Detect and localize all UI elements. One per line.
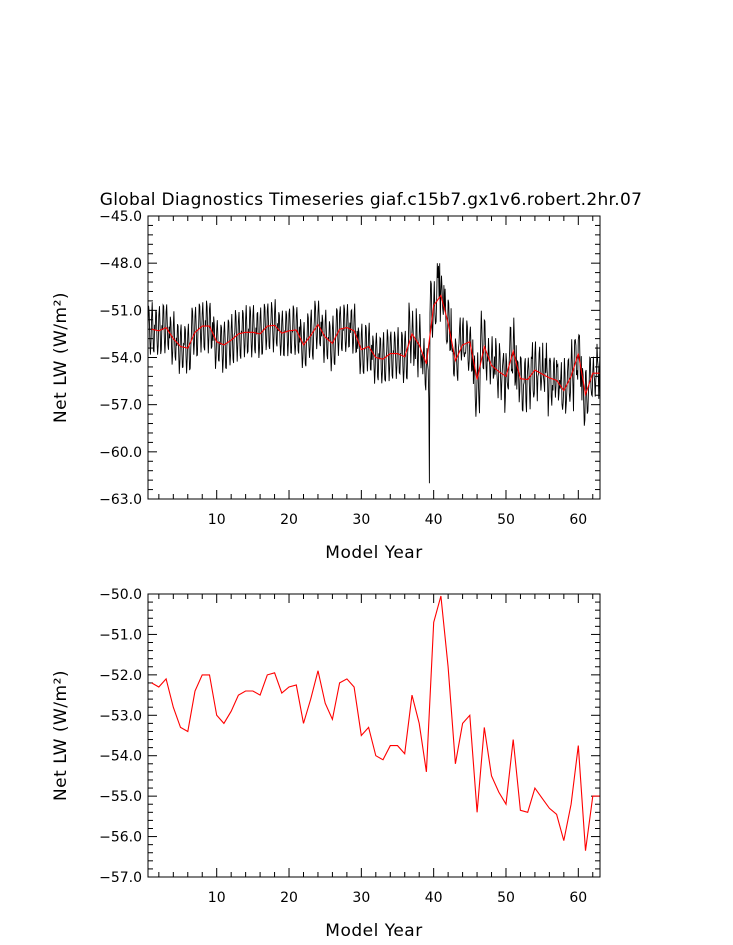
top-chart-x-tick-label: 20 xyxy=(280,512,298,528)
top-chart-x-axis-title: Model Year xyxy=(325,543,422,563)
bottom-chart-x-tick-label: 60 xyxy=(569,890,587,906)
bottom-chart-y-tick-label: −56.0 xyxy=(99,830,142,846)
top-chart-x-tick-label: 30 xyxy=(352,512,370,528)
top-chart-tick-labels: 10 20 30 40 50 60 −63.0 −60.0 −57.0 −54.0 −51.0 −48… xyxy=(99,209,587,528)
bottom-chart-x-tick-label: 10 xyxy=(208,890,226,906)
bottom-chart-annual-line xyxy=(151,595,600,851)
bottom-chart-x-tick-label: 20 xyxy=(280,890,298,906)
bottom-chart-y-tick-label: −55.0 xyxy=(99,789,142,805)
bottom-chart-panel: 10 20 30 40 50 60 −57.0 −56.0 −55.0 −54.0 −53.0 −52… xyxy=(51,587,601,941)
top-chart-y-tick-label: −51.0 xyxy=(99,303,142,319)
bottom-chart-x-tick-label: 30 xyxy=(352,890,370,906)
bottom-chart-x-tick-label: 50 xyxy=(497,890,515,906)
top-chart-y-tick-label: −63.0 xyxy=(99,492,142,508)
top-chart-y-tick-label: −48.0 xyxy=(99,256,142,272)
bottom-chart-frame xyxy=(147,593,601,878)
bottom-chart-y-tick-label: −52.0 xyxy=(99,668,142,684)
bottom-chart-y-tick-label: −50.0 xyxy=(99,587,142,603)
top-chart-y-axis-title: Net LW (W/m²) xyxy=(51,292,71,423)
top-chart-y-tick-label: −60.0 xyxy=(99,445,142,461)
top-chart-monthly-line xyxy=(147,263,601,484)
top-chart-frame xyxy=(147,215,601,500)
top-chart-annual-line xyxy=(151,294,600,397)
bottom-chart-y-tick-label: −57.0 xyxy=(99,870,142,886)
bottom-chart-y-axis-title: Net LW (W/m²) xyxy=(51,670,71,801)
bottom-chart-tick-labels: 10 20 30 40 50 60 −57.0 −56.0 −55.0 −54.0 −53.0 −52… xyxy=(99,587,587,906)
top-chart-x-tick-label: 60 xyxy=(569,512,587,528)
bottom-chart-marks xyxy=(151,595,600,851)
top-chart-x-tick-label: 50 xyxy=(497,512,515,528)
bottom-chart-y-tick-label: −51.0 xyxy=(99,627,142,643)
bottom-chart-x-tick-label: 40 xyxy=(425,890,443,906)
top-chart-y-tick-label: −45.0 xyxy=(99,209,142,225)
top-chart-x-tick-label: 40 xyxy=(425,512,443,528)
bottom-chart-x-axis-title: Model Year xyxy=(325,921,422,941)
figure-title: Global Diagnostics Timeseries giaf.c15b7… xyxy=(100,190,642,210)
bottom-chart-ticks xyxy=(148,593,600,878)
top-chart-marks xyxy=(147,263,601,484)
top-chart-y-tick-label: −57.0 xyxy=(99,398,142,414)
top-chart-y-tick-label: −54.0 xyxy=(99,351,142,367)
top-chart-panel: 10 20 30 40 50 60 −63.0 −60.0 −57.0 −54.0 −51.0 −48… xyxy=(51,209,601,563)
top-chart-x-tick-label: 10 xyxy=(208,512,226,528)
bottom-chart-y-tick-label: −53.0 xyxy=(99,708,142,724)
bottom-chart-y-tick-label: −54.0 xyxy=(99,749,142,765)
